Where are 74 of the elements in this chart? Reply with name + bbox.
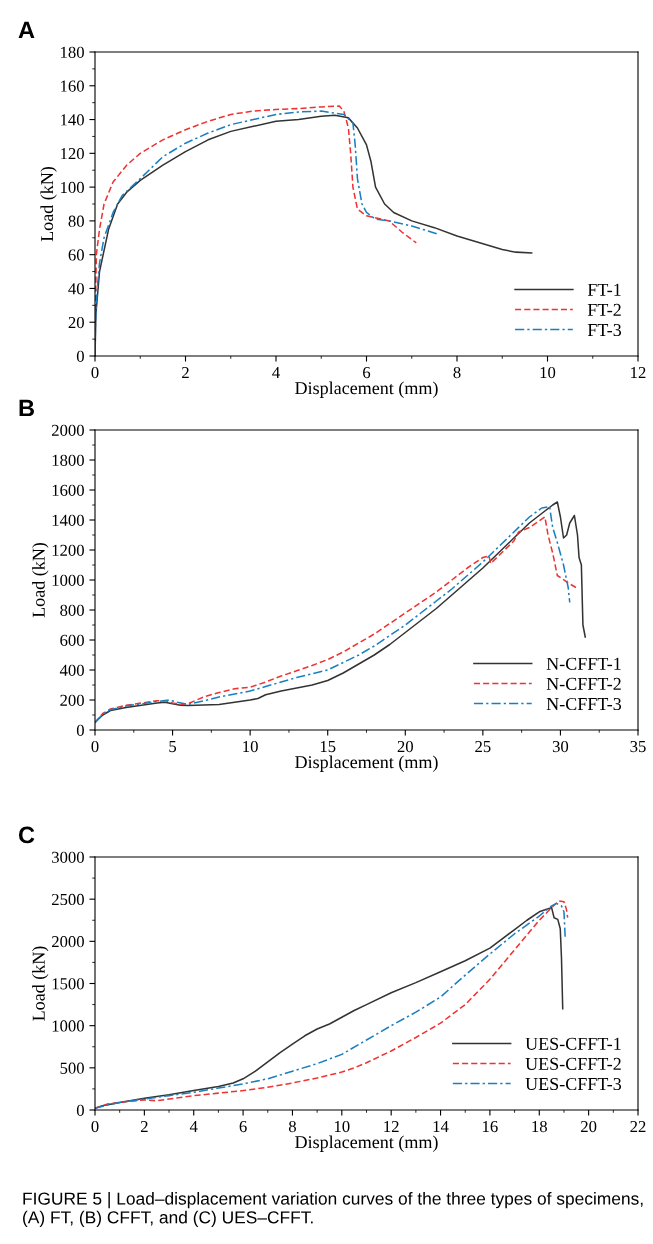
y-tick-label: 160 (61, 80, 84, 92)
legend-label: UES-CFFT-1 (525, 1037, 621, 1050)
x-tick-label: 10 (334, 1120, 350, 1133)
legend-label: FT-2 (587, 303, 621, 316)
legend-label: N-CFFT-3 (546, 697, 622, 711)
y-tick-label: 80 (68, 215, 84, 227)
x-tick-label: 35 (630, 740, 646, 753)
x-tick-label: 4 (272, 367, 280, 378)
y-tick-label: 180 (61, 46, 84, 58)
x-tick-label: 4 (189, 1121, 198, 1132)
y-tick-label: 1500 (52, 978, 84, 990)
y-tick-label: 2500 (51, 893, 84, 906)
chart-title: B (19, 399, 34, 417)
x-tick-label: 0 (91, 740, 99, 753)
x-tick-label: 6 (363, 366, 371, 379)
x-tick-label: 30 (552, 740, 569, 753)
y-tick-label: 1200 (52, 544, 84, 556)
y-tick-label: 0 (76, 350, 84, 362)
x-axis-title: Displacement (mm) (295, 381, 438, 398)
y-tick-label: 0 (76, 724, 84, 736)
y-tick-label: 40 (68, 283, 84, 295)
x-tick-label: 8 (288, 1120, 296, 1133)
y-tick-label: 0 (76, 1104, 84, 1116)
y-tick-label: 2000 (51, 936, 84, 948)
y-tick-label: 20 (68, 316, 84, 329)
y-axis-title: Load (kN) (32, 542, 49, 618)
x-axis-title: Displacement (mm) (295, 755, 438, 772)
chart-title: A (18, 21, 35, 39)
x-tick-label: 15 (320, 740, 336, 753)
y-tick-label: 3000 (52, 851, 84, 863)
y-tick-label: 600 (60, 634, 84, 646)
x-tick-label: 20 (581, 1120, 597, 1133)
y-tick-label: 400 (59, 664, 84, 676)
y-tick-label: 500 (60, 1062, 84, 1074)
y-tick-label: 1000 (52, 574, 84, 586)
y-tick-label: 1800 (52, 454, 84, 466)
x-tick-label: 2 (140, 1120, 148, 1132)
y-tick-label: 140 (61, 114, 84, 126)
x-tick-label: 8 (453, 366, 461, 379)
x-tick-label: 0 (91, 366, 99, 379)
x-tick-label: 12 (384, 1120, 399, 1132)
legend-label: FT-1 (587, 283, 621, 296)
legend-label: UES-CFFT-2 (525, 1057, 621, 1070)
x-tick-label: 6 (239, 1120, 247, 1133)
y-axis-title: Load (kN) (40, 166, 57, 242)
x-tick-label: 16 (483, 1120, 498, 1133)
y-tick-label: 2000 (51, 424, 84, 436)
chart-title: C (18, 826, 35, 844)
x-tick-label: 12 (631, 366, 646, 378)
x-tick-label: 2 (182, 366, 189, 378)
y-tick-label: 200 (60, 694, 84, 706)
y-tick-label: 800 (60, 604, 84, 616)
x-tick-label: 10 (540, 366, 556, 379)
caption: FIGURE 5 | Load–displacement variation curves of the three types of specimens, (A) FT, (B) CFFT, and (C) UES–CFFT. (23, 1192, 643, 1227)
legend-label: UES-CFFT-3 (525, 1077, 622, 1091)
legend-label: FT-3 (587, 323, 622, 337)
legend-label: N-CFFT-1 (546, 657, 621, 670)
x-tick-label: 0 (91, 1120, 99, 1133)
y-tick-label: 1600 (52, 484, 84, 496)
y-tick-label: 60 (68, 249, 84, 261)
x-tick-label: 5 (169, 741, 177, 753)
x-tick-label: 22 (630, 1120, 646, 1132)
x-tick-label: 10 (243, 740, 258, 753)
legend-label: N-CFFT-2 (546, 677, 621, 690)
y-axis-title: Load (kN) (32, 946, 49, 1021)
y-tick-label: 1400 (52, 514, 84, 526)
x-tick-label: 25 (475, 740, 491, 753)
x-tick-label: 20 (397, 740, 413, 753)
x-axis-title: Displacement (mm) (295, 1135, 438, 1152)
y-tick-label: 120 (61, 148, 84, 160)
y-tick-label: 1000 (52, 1020, 84, 1032)
y-tick-label: 100 (61, 181, 84, 194)
x-tick-label: 14 (433, 1120, 449, 1132)
x-tick-label: 18 (532, 1120, 547, 1133)
